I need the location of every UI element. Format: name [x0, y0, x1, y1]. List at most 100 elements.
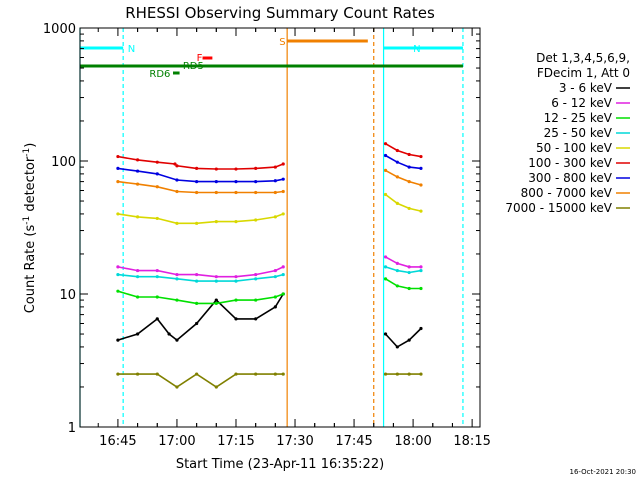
data-point [273, 165, 277, 169]
legend-label: 25 - 50 keV [544, 126, 613, 140]
data-point [419, 154, 423, 159]
marker-label: S [279, 37, 285, 48]
data-point [407, 165, 411, 169]
data-point [214, 180, 218, 184]
data-point [135, 332, 140, 336]
data-point [273, 372, 277, 376]
data-point [195, 321, 199, 326]
data-point [419, 326, 423, 331]
data-point [135, 295, 140, 299]
data-point [281, 162, 285, 166]
x-tick-label: 17:00 [158, 434, 195, 449]
data-point [419, 268, 423, 273]
data-point [281, 177, 285, 181]
data-point [395, 160, 399, 164]
data-point [273, 179, 277, 183]
data-point [155, 185, 159, 189]
data-point [155, 268, 159, 273]
series-line [117, 273, 284, 282]
data-point [383, 168, 388, 172]
data-point [419, 372, 423, 376]
data-point [214, 298, 218, 302]
data-point [155, 372, 159, 376]
data-point [195, 180, 199, 184]
legend-label: 3 - 6 keV [559, 81, 613, 95]
marker-label: N [413, 44, 420, 55]
data-point [419, 265, 423, 269]
data-point [234, 275, 238, 279]
data-point [175, 298, 179, 302]
data-point [254, 372, 258, 376]
data-point [407, 372, 411, 376]
data-point [383, 153, 388, 158]
series-line [385, 154, 422, 170]
data-point [135, 182, 140, 186]
axes: 16:45 17:00 17:15 17:30 17:45 18:00 18:15 1 10 10… [43, 22, 491, 449]
series-line [117, 290, 284, 305]
series-line [117, 373, 284, 388]
data-point [281, 189, 285, 194]
data-point [116, 212, 120, 216]
data-point [214, 275, 218, 279]
x-tick-label: 17:45 [335, 434, 372, 449]
y-axis-label: Count Rate (s-1 detector-1) [22, 143, 38, 314]
legend-label: 50 - 100 keV [536, 141, 613, 155]
data-point [395, 201, 399, 205]
marker-label: F [197, 53, 203, 64]
data-point [407, 338, 411, 342]
data-point [395, 175, 399, 179]
data-point [155, 275, 159, 279]
y-tick-label: 1 [68, 421, 76, 436]
legend-label: 12 - 25 keV [544, 111, 613, 125]
x-tick-label: 18:15 [453, 434, 490, 449]
y-axis-label-sup2: -1 [22, 148, 32, 157]
data-point [395, 372, 399, 376]
legend-header: Det 1,3,4,5,6,9, [536, 51, 630, 65]
data-point [214, 167, 218, 171]
data-point [419, 166, 423, 170]
series-line [385, 278, 421, 290]
data-point [135, 158, 140, 162]
data-point [175, 338, 179, 342]
data-point [214, 301, 218, 305]
data-point [234, 279, 238, 283]
data-point [214, 385, 218, 389]
data-point [155, 216, 159, 221]
data-point [135, 275, 140, 279]
data-point [116, 154, 120, 159]
series-line [117, 266, 284, 278]
data-point [281, 292, 285, 296]
data-point [195, 279, 199, 283]
x-tick-label: 18:00 [394, 434, 431, 449]
plot-frame [79, 27, 481, 428]
data-point [254, 218, 258, 222]
data-point [407, 270, 411, 275]
data-point [407, 265, 411, 269]
data-point [175, 385, 179, 389]
x-tick-label: 17:30 [276, 434, 313, 449]
data-point [195, 301, 199, 305]
series-line [385, 143, 422, 158]
data-point [254, 277, 258, 281]
legend-header: FDecim 1, Att 0 [537, 66, 630, 80]
data-point [383, 277, 388, 281]
data-point [383, 192, 388, 197]
timestamp: 16-Oct-2021 20:30 [570, 468, 636, 476]
data-point [407, 206, 411, 211]
series-line [385, 266, 422, 274]
data-point [234, 372, 238, 376]
legend: Det 1,3,4,5,6,9,FDecim 1, Att 03 - 6 keV… [505, 51, 630, 215]
y-tick-label: 1000 [43, 22, 76, 37]
data-point [383, 372, 388, 376]
data-point [175, 272, 179, 277]
x-tick-label: 16:45 [99, 434, 136, 449]
series-line [117, 213, 284, 225]
data-point [214, 220, 218, 224]
data-point [195, 190, 199, 195]
y-axis-label-sup1: -1 [22, 216, 32, 225]
data-point [135, 372, 140, 376]
data-point [419, 286, 423, 291]
data-point [116, 289, 120, 293]
